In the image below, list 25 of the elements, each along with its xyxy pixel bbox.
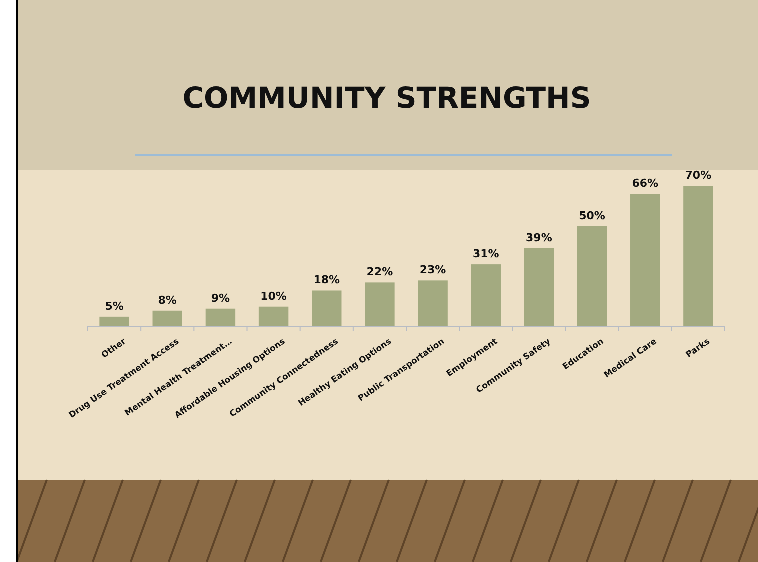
data-label: 31%	[472, 248, 500, 261]
bar	[684, 186, 714, 327]
data-label: 39%	[526, 231, 552, 244]
data-label: 8%	[158, 294, 177, 307]
bar	[100, 316, 130, 327]
bar	[418, 280, 448, 327]
bar	[258, 306, 289, 327]
data-label: 9%	[211, 292, 230, 305]
bar	[365, 282, 395, 327]
data-label: 66%	[632, 177, 659, 190]
bar	[524, 248, 554, 327]
chart-title: COMMUNITY STRENGTHS	[182, 81, 592, 115]
data-label: 23%	[420, 264, 446, 277]
bar	[577, 226, 608, 327]
data-label: 22%	[366, 266, 394, 279]
data-label: 50%	[579, 209, 606, 222]
bar	[312, 290, 342, 327]
data-label: 10%	[260, 290, 287, 303]
bar	[630, 194, 660, 327]
data-label: 18%	[314, 274, 340, 287]
data-label: 70%	[685, 169, 712, 182]
bar	[152, 310, 182, 327]
bar	[471, 264, 501, 327]
data-label: 5%	[105, 300, 124, 313]
bar	[206, 308, 236, 327]
